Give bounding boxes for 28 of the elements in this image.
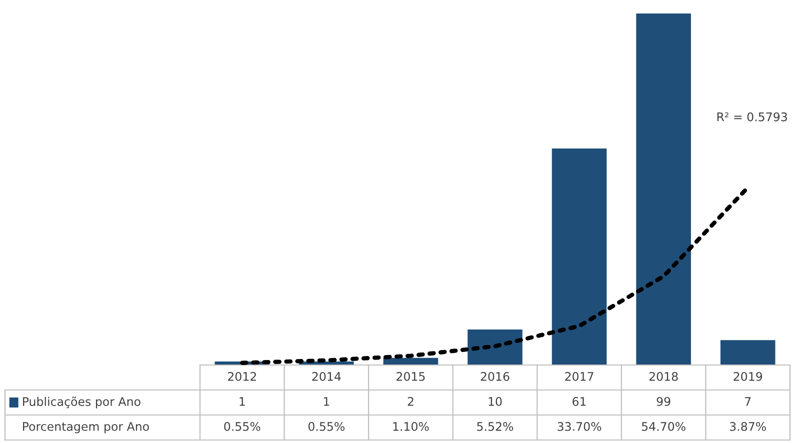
x-tick-label: 2016: [480, 372, 510, 381]
bar: [552, 148, 607, 365]
bar: [468, 330, 522, 365]
data-label: 61: [572, 396, 586, 406]
text: 5.52%: [477, 422, 514, 431]
data-label: 99: [656, 396, 670, 406]
x-tick-label: 2019: [734, 372, 762, 381]
text: Porcentagem por Ano: [23, 422, 149, 434]
text: 3.87%: [730, 422, 766, 431]
data-label: 10: [488, 396, 502, 406]
x-tick-label: 2012: [228, 372, 256, 381]
bar: [720, 340, 776, 365]
data-label: 1: [240, 397, 245, 406]
text: 54.70%: [642, 422, 686, 431]
data-label: 7: [745, 397, 751, 406]
bar: [636, 14, 691, 365]
x-tick-label: 2017: [565, 372, 594, 381]
legend-label: Publicações por Ano: [23, 396, 140, 408]
text: 0.55%: [224, 422, 260, 431]
data-label: 1: [324, 397, 330, 406]
x-tick-label: 2015: [396, 372, 425, 381]
data-label: 2: [408, 396, 414, 406]
text: 0.55%: [308, 422, 345, 431]
x-tick-label: 2014: [312, 372, 341, 381]
annotation: R² = 0.5793: [717, 112, 787, 122]
text: 33.70%: [558, 422, 602, 431]
x-tick-label: 2018: [649, 372, 678, 381]
text: 1.10%: [393, 422, 429, 431]
